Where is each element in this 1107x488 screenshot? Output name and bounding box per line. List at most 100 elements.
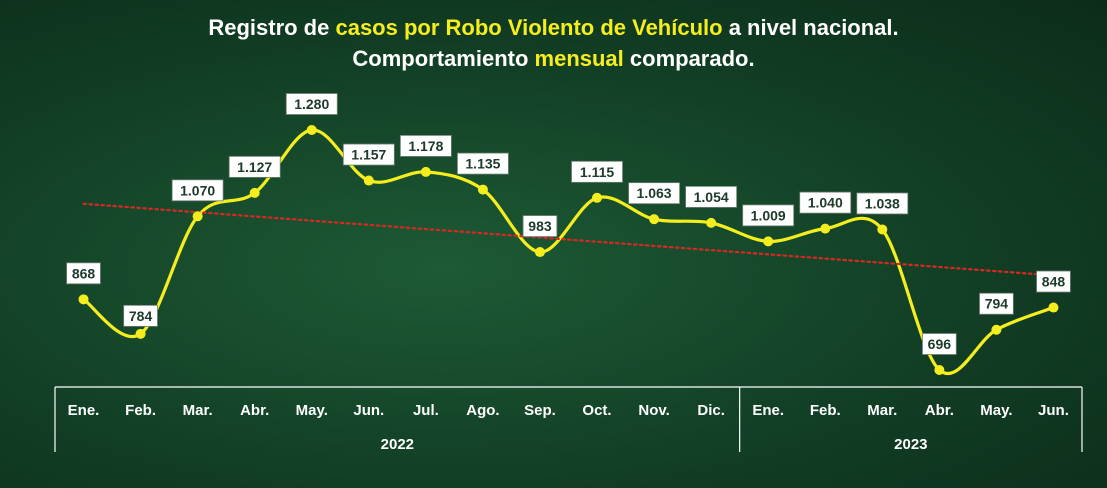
title-line-1: Registro de casos por Robo Violento de V… [0,12,1107,43]
data-label-box-16 [979,292,1014,315]
data-label-box-17 [1036,270,1071,293]
data-point-14 [877,224,888,235]
data-label-text-9: 1.115 [580,164,614,180]
data-label-text-3: 1.127 [237,159,272,175]
data-point-8 [534,247,545,258]
data-label-box-0 [66,262,101,285]
data-point-10 [649,214,660,225]
trendline [82,202,1055,277]
data-point-9 [592,192,603,203]
data-label-text-6: 1.178 [408,138,443,154]
data-label-box-2 [171,179,224,202]
data-label-text-4: 1.280 [294,96,329,112]
data-point-2 [192,211,203,222]
data-label-box-1 [123,304,158,327]
data-label-box-9 [571,160,623,183]
data-label-text-12: 1.009 [751,207,786,223]
data-label-box-7 [457,152,509,175]
data-label-6: 1.178 [399,135,452,157]
x-tick-label-5: Jun. [353,402,384,419]
data-label-box-6 [399,135,452,157]
data-point-15 [934,365,945,375]
title-line-1-segment-2: a nivel nacional. [722,15,899,40]
x-tick-label-16: May. [980,402,1012,419]
data-label-5: 1.157 [342,143,395,166]
data-label-box-10 [628,182,680,205]
title-line-2-segment-1: mensual [534,46,624,71]
data-label-text-2: 1.070 [180,182,215,198]
data-label-box-14 [856,192,909,215]
x-tick-label-1: Feb. [125,402,156,419]
data-label-11: 1.054 [685,185,738,208]
data-label-box-15 [922,333,957,355]
x-tick-label-12: Ene. [752,402,784,419]
x-tick-label-15: Abr. [925,402,954,419]
data-label-text-7: 1.135 [465,156,500,172]
data-point-13 [820,223,831,234]
x-tick-label-8: Sep. [524,402,556,419]
data-label-box-4 [285,93,338,115]
data-point-6 [420,166,431,177]
data-label-4: 1.280 [285,93,338,115]
data-label-text-13: 1.040 [808,195,843,211]
x-tick-label-10: Nov. [638,402,669,419]
title-line-1-segment-1: casos por Robo Violento de Vehículo [335,15,723,40]
x-tick-label-6: Jul. [413,402,439,419]
x-tick-label-7: Ago. [466,402,499,419]
x-tick-label-9: Oct. [582,402,611,419]
data-label-text-8: 983 [528,218,552,234]
data-label-12: 1.009 [742,204,795,227]
title-line-2: Comportamiento mensual comparado. [0,43,1107,74]
data-point-5 [363,175,374,186]
chart-title: Registro de casos por Robo Violento de V… [0,12,1107,74]
x-tick-label-17: Jun. [1038,402,1069,419]
data-point-3 [249,187,260,198]
year-label-1: 2023 [894,436,927,453]
data-point-12 [763,236,774,247]
title-line-1-segment-0: Registro de [208,15,336,40]
x-tick-label-3: Abr. [240,402,269,419]
data-label-17: 848 [1036,270,1071,293]
data-label-box-5 [342,143,395,166]
data-label-text-17: 848 [1042,274,1066,290]
year-label-0: 2022 [381,436,414,453]
data-point-17 [1048,302,1059,313]
series-line [82,128,1055,375]
data-label-text-1: 784 [129,308,153,324]
data-label-text-11: 1.054 [694,189,729,205]
data-point-0 [78,294,89,305]
x-tick-label-2: Mar. [183,402,213,419]
data-point-16 [991,324,1002,335]
data-label-7: 1.135 [457,152,509,175]
data-label-13: 1.040 [799,191,852,214]
x-tick-label-14: Mar. [867,402,897,419]
x-tick-label-4: May. [296,402,328,419]
data-label-text-14: 1.038 [865,195,900,211]
data-label-box-13 [799,191,852,214]
data-label-text-5: 1.157 [351,147,386,163]
x-tick-label-13: Feb. [810,402,841,419]
title-line-2-segment-0: Comportamiento [352,46,535,71]
x-tick-label-11: Dic. [697,402,725,419]
data-label-text-10: 1.063 [637,185,672,201]
data-label-box-3 [228,155,281,178]
data-label-box-12 [742,204,795,227]
data-label-box-11 [685,185,738,208]
data-point-1 [135,328,146,339]
data-point-7 [477,184,488,195]
data-label-3: 1.127 [228,155,281,178]
data-point-4 [306,125,317,135]
data-label-text-15: 696 [928,336,952,352]
title-line-2-segment-2: comparado. [623,46,755,71]
data-label-16: 794 [979,292,1014,315]
data-label-8: 983 [522,215,558,237]
data-label-14: 1.038 [856,192,909,215]
data-label-10: 1.063 [628,182,680,205]
data-label-text-0: 868 [72,265,96,281]
data-label-text-16: 794 [985,296,1009,312]
data-label-1: 784 [123,304,158,327]
data-label-15: 696 [922,333,957,355]
data-label-9: 1.115 [571,160,623,183]
data-label-0: 868 [66,262,101,285]
